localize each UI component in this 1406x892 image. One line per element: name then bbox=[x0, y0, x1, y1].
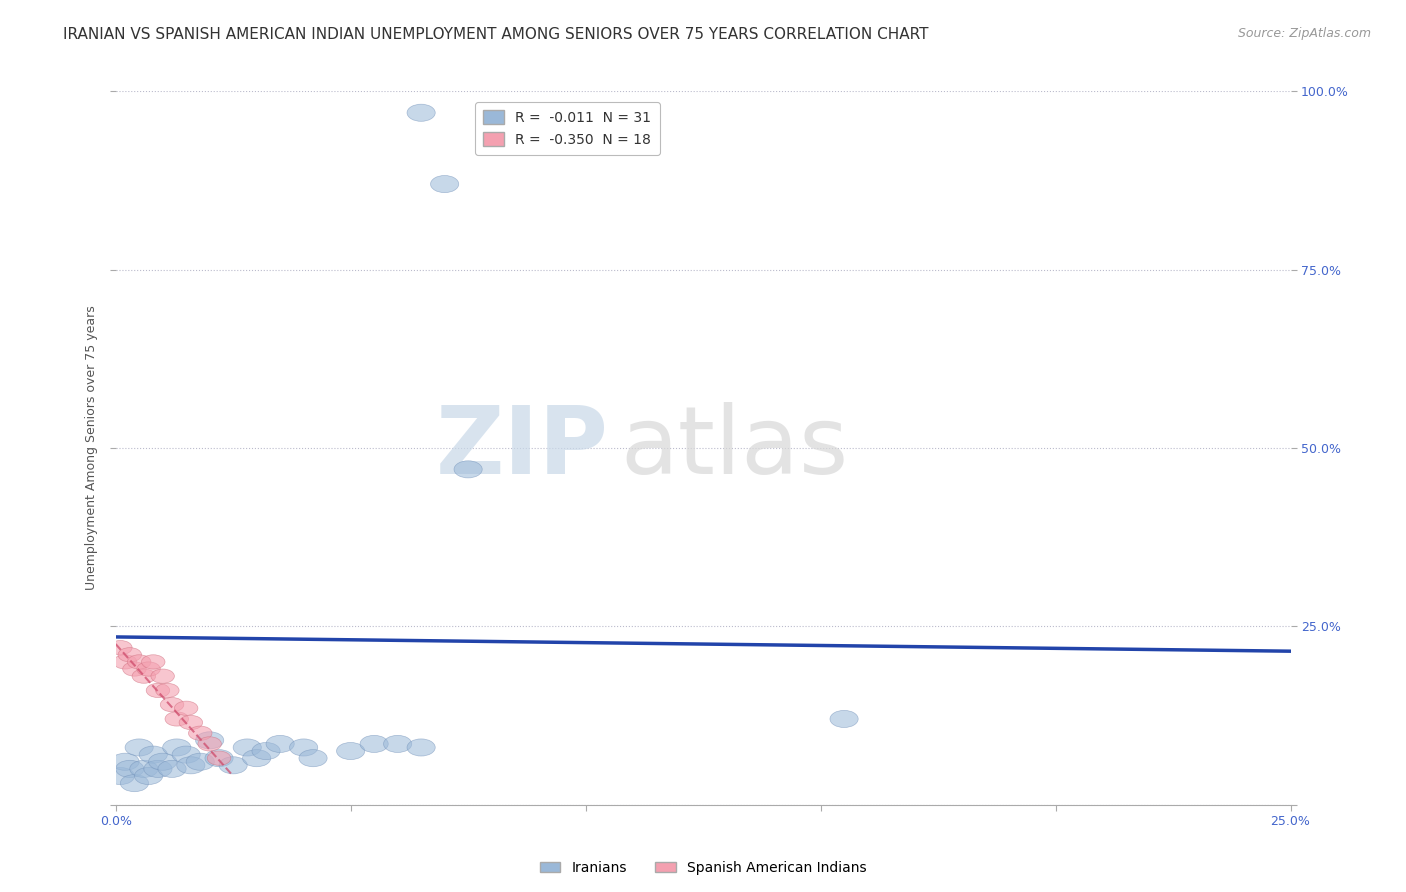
Ellipse shape bbox=[149, 753, 177, 771]
Ellipse shape bbox=[122, 662, 146, 676]
Ellipse shape bbox=[207, 751, 231, 765]
Ellipse shape bbox=[179, 715, 202, 730]
Ellipse shape bbox=[114, 655, 136, 669]
Ellipse shape bbox=[150, 669, 174, 683]
Ellipse shape bbox=[177, 756, 205, 774]
Ellipse shape bbox=[129, 760, 157, 778]
Ellipse shape bbox=[219, 756, 247, 774]
Ellipse shape bbox=[174, 701, 198, 715]
Ellipse shape bbox=[136, 662, 160, 676]
Legend: R =  -0.011  N = 31, R =  -0.350  N = 18: R = -0.011 N = 31, R = -0.350 N = 18 bbox=[475, 102, 659, 155]
Ellipse shape bbox=[430, 176, 458, 193]
Ellipse shape bbox=[186, 753, 214, 771]
Ellipse shape bbox=[157, 760, 186, 778]
Ellipse shape bbox=[125, 739, 153, 756]
Ellipse shape bbox=[233, 739, 262, 756]
Ellipse shape bbox=[132, 669, 156, 683]
Ellipse shape bbox=[121, 774, 149, 792]
Ellipse shape bbox=[830, 710, 858, 728]
Text: IRANIAN VS SPANISH AMERICAN INDIAN UNEMPLOYMENT AMONG SENIORS OVER 75 YEARS CORR: IRANIAN VS SPANISH AMERICAN INDIAN UNEMP… bbox=[63, 27, 929, 42]
Ellipse shape bbox=[135, 767, 163, 785]
Ellipse shape bbox=[266, 735, 294, 753]
Ellipse shape bbox=[118, 648, 142, 662]
Ellipse shape bbox=[243, 749, 271, 767]
Ellipse shape bbox=[165, 712, 188, 726]
Ellipse shape bbox=[188, 726, 212, 740]
Ellipse shape bbox=[406, 739, 436, 756]
Ellipse shape bbox=[384, 735, 412, 753]
Ellipse shape bbox=[195, 731, 224, 749]
Ellipse shape bbox=[360, 735, 388, 753]
Ellipse shape bbox=[139, 746, 167, 764]
Ellipse shape bbox=[146, 683, 170, 698]
Ellipse shape bbox=[336, 742, 364, 760]
Ellipse shape bbox=[143, 760, 172, 778]
Ellipse shape bbox=[115, 760, 143, 778]
Ellipse shape bbox=[299, 749, 328, 767]
Ellipse shape bbox=[406, 104, 436, 121]
Ellipse shape bbox=[198, 737, 221, 751]
Ellipse shape bbox=[160, 698, 184, 712]
Ellipse shape bbox=[111, 753, 139, 771]
Ellipse shape bbox=[107, 767, 135, 785]
Ellipse shape bbox=[290, 739, 318, 756]
Ellipse shape bbox=[205, 749, 233, 767]
Ellipse shape bbox=[252, 742, 280, 760]
Legend: Iranians, Spanish American Indians: Iranians, Spanish American Indians bbox=[534, 855, 872, 880]
Y-axis label: Unemployment Among Seniors over 75 years: Unemployment Among Seniors over 75 years bbox=[86, 306, 98, 591]
Ellipse shape bbox=[142, 655, 165, 669]
Text: ZIP: ZIP bbox=[436, 402, 609, 494]
Ellipse shape bbox=[156, 683, 179, 698]
Ellipse shape bbox=[172, 746, 200, 764]
Text: Source: ZipAtlas.com: Source: ZipAtlas.com bbox=[1237, 27, 1371, 40]
Ellipse shape bbox=[108, 640, 132, 655]
Ellipse shape bbox=[454, 461, 482, 478]
Ellipse shape bbox=[163, 739, 191, 756]
Text: atlas: atlas bbox=[621, 402, 849, 494]
Ellipse shape bbox=[128, 655, 150, 669]
